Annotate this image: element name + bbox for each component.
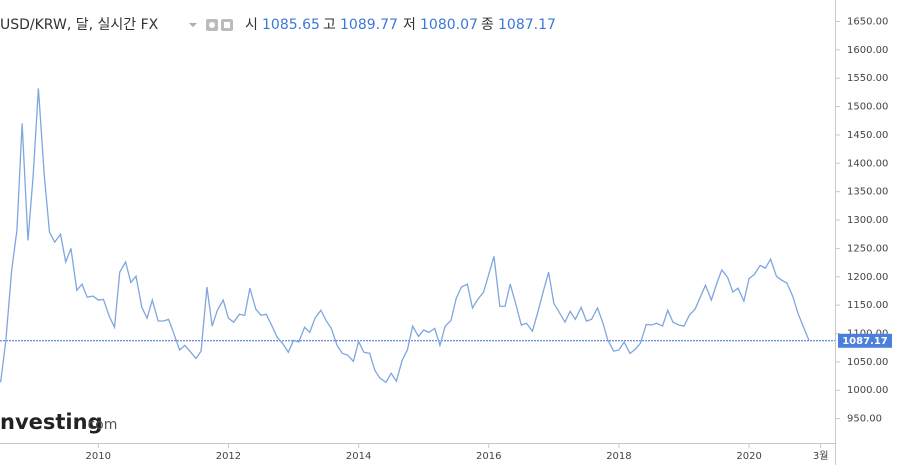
ohlc-label: 시 [245,17,258,33]
x-tick-label: 2010 [86,451,111,462]
y-tick-label: 1500.00 [847,102,888,113]
x-tick-label: 3월 [813,450,829,462]
dropdown-icon[interactable] [189,23,197,27]
x-tick-label: 2014 [346,451,371,462]
y-tick-label: 950.00 [847,414,882,425]
chart-title: USD/KRW, 달, 실시간 FX [0,17,159,33]
ohlc-value: 1085.65 [262,17,320,33]
y-tick-label: 1250.00 [847,243,888,254]
y-tick-label: 1300.00 [847,215,888,226]
y-tick-label: 1650.00 [847,16,888,27]
watermark-suffix: .com [83,417,117,433]
x-tick-label: 2018 [606,451,631,462]
last-price-label: 1087.17 [842,336,888,347]
x-tick-label: 2020 [736,451,761,462]
y-tick-label: 1450.00 [847,130,888,141]
last-price-box [838,333,892,348]
refresh-icon-inner [224,22,230,28]
price-line [0,88,810,384]
ohlc-label: 종 [481,17,494,33]
y-tick-label: 1050.00 [847,357,888,368]
x-tick-label: 2012 [216,451,241,462]
y-tick-label: 1150.00 [847,300,888,311]
settings-icon-dot [209,22,215,28]
y-tick-label: 1550.00 [847,73,888,84]
y-tick-label: 1000.00 [847,385,888,396]
ohlc-value: 1087.17 [498,17,556,33]
ohlc-value: 1089.77 [340,17,398,33]
ohlc-label: 고 [323,17,336,33]
y-tick-label: 1600.00 [847,45,888,56]
y-tick-label: 1200.00 [847,272,888,283]
watermark: nvesting [0,410,103,434]
x-tick-label: 2016 [476,451,501,462]
y-tick-label: 1350.00 [847,187,888,198]
y-tick-label: 1400.00 [847,158,888,169]
ohlc-label: 저 [403,17,416,33]
ohlc-value: 1080.07 [420,17,478,33]
